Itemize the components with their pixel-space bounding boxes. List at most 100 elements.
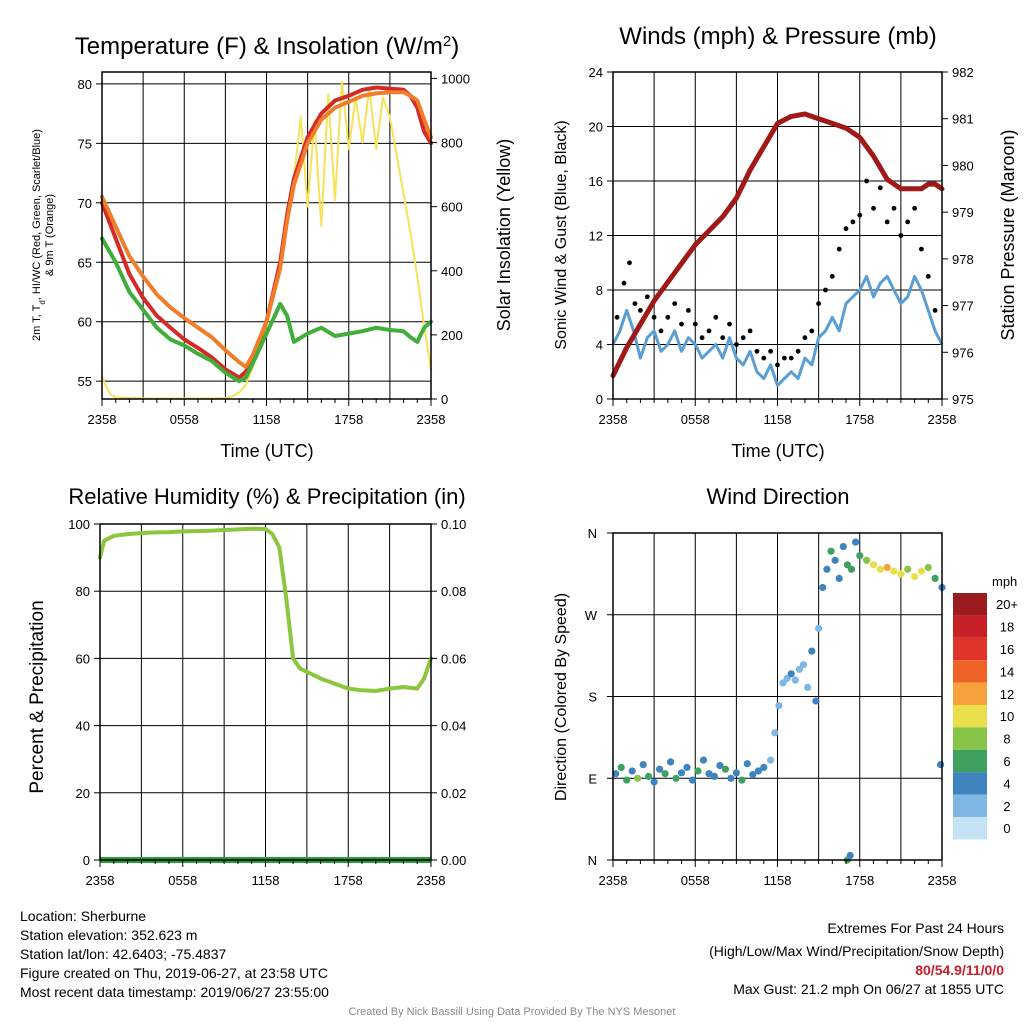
direction-point bbox=[661, 770, 669, 778]
direction-point bbox=[799, 661, 808, 669]
gust-point bbox=[898, 233, 904, 238]
y2-tick-label: 980 bbox=[952, 158, 974, 173]
gust-point bbox=[932, 308, 938, 313]
gust-point bbox=[843, 226, 849, 232]
y-tick-label: W bbox=[585, 608, 598, 623]
direction-point bbox=[743, 760, 751, 768]
direction-point bbox=[904, 565, 912, 573]
direction-point bbox=[839, 543, 847, 551]
x-tick-label: 1758 bbox=[334, 412, 363, 427]
colorbar-label: 0 bbox=[1003, 821, 1010, 836]
recent-text: Most recent data timestamp: 2019/06/27 2… bbox=[20, 984, 329, 1000]
gust-point bbox=[788, 355, 794, 361]
extremes-subtitle: (High/Low/Max Wind/Precipitation/Snow De… bbox=[709, 943, 1004, 959]
temperature-panel: Temperature (F) & Insolation (W/m2) 2358… bbox=[31, 33, 514, 462]
gust-point bbox=[761, 355, 767, 361]
svg-text:2m T, Td, HI/WC (Red, Green, S: 2m T, Td, HI/WC (Red, Green, Scarlet/Blu… bbox=[31, 129, 47, 341]
gust-point bbox=[638, 308, 643, 313]
x-tick-label: 2358 bbox=[417, 412, 446, 427]
humidity-tick-labels: 2358 0558 1158 1758 2358 0 20 40 60 80 100 0.00 0.02… bbox=[68, 517, 466, 888]
direction-point bbox=[677, 769, 686, 777]
humidity-title: Relative Humidity (%) & Precipitation (i… bbox=[68, 484, 465, 509]
direction-point bbox=[771, 729, 779, 737]
y-tick-label: 70 bbox=[78, 196, 92, 211]
direction-point bbox=[911, 573, 919, 581]
y-tick-label: 16 bbox=[589, 174, 603, 189]
series-line-sonic-wind bbox=[611, 274, 944, 387]
winds-tick-labels: 2358 0558 1158 1758 2358 0 4 8 12 16 20 24 975 976 977… bbox=[589, 65, 974, 427]
gust-point bbox=[747, 328, 753, 334]
direction-point bbox=[667, 758, 675, 766]
winds-panel: Winds (mph) & Pressure (mb) 2358 0558 1158… bbox=[553, 23, 1018, 461]
humidity-panel: Relative Humidity (%) & Precipitation (i… bbox=[27, 484, 466, 888]
y-tick-label: 65 bbox=[78, 255, 92, 270]
y-tick-label: 80 bbox=[78, 77, 92, 92]
direction-point bbox=[727, 774, 735, 782]
temperature-title: Temperature (F) & Insolation (W/m2) bbox=[75, 33, 459, 61]
y-tick-label: S bbox=[588, 690, 597, 705]
y-tick-label: 100 bbox=[68, 517, 90, 532]
gust-point bbox=[614, 314, 620, 320]
direction-point bbox=[760, 763, 768, 772]
direction-point bbox=[812, 697, 820, 705]
colorbar-swatch bbox=[953, 749, 987, 773]
temperature-ylabel: 2m T, Td, HI/WC (Red, Green, Scarlet/Blu… bbox=[31, 129, 56, 341]
winds-series bbox=[610, 111, 945, 387]
y-tick-label: N bbox=[588, 526, 597, 541]
colorbar-swatch bbox=[953, 705, 987, 728]
direction-point bbox=[856, 552, 864, 560]
x-tick-label: 1158 bbox=[253, 412, 281, 427]
y2-tick-label: 600 bbox=[441, 200, 463, 215]
elevation-text: Station elevation: 352.623 m bbox=[20, 927, 198, 943]
direction-point bbox=[815, 624, 823, 633]
direction-point bbox=[835, 574, 843, 583]
direction-point bbox=[823, 565, 831, 573]
humidity-ylabel: Percent & Precipitation bbox=[27, 600, 48, 793]
y-tick-label: 8 bbox=[596, 283, 603, 298]
direction-point bbox=[699, 756, 708, 764]
direction-point bbox=[721, 765, 730, 773]
colorbar-label: 14 bbox=[1000, 664, 1014, 679]
gust-point bbox=[627, 260, 632, 266]
gust-point bbox=[632, 301, 638, 306]
x-tick-label: 1158 bbox=[764, 873, 792, 888]
extremes-title: Extremes For Past 24 Hours bbox=[827, 920, 1004, 936]
direction-point bbox=[779, 679, 787, 687]
colorbar-swatch bbox=[953, 817, 987, 840]
y2-tick-label: 977 bbox=[952, 299, 974, 314]
direction-point bbox=[623, 776, 631, 784]
x-tick-label: 1158 bbox=[252, 873, 280, 888]
gust-point bbox=[699, 335, 705, 341]
x-tick-label: 1158 bbox=[764, 412, 792, 427]
direction-point bbox=[639, 761, 647, 769]
direction-point bbox=[688, 776, 697, 784]
direction-point bbox=[863, 556, 871, 564]
direction-point bbox=[645, 772, 653, 781]
direction-point bbox=[732, 769, 741, 777]
gust-point bbox=[802, 335, 808, 341]
y-tick-label: N bbox=[588, 853, 597, 868]
y-tick-label: E bbox=[588, 771, 597, 786]
gust-point bbox=[651, 314, 657, 320]
direction-point bbox=[852, 538, 860, 546]
direction-point bbox=[612, 770, 620, 778]
winds-title: Winds (mph) & Pressure (mb) bbox=[619, 23, 936, 50]
direction-point bbox=[775, 702, 783, 710]
direction-point bbox=[937, 761, 945, 769]
x-tick-label: 0558 bbox=[168, 873, 197, 888]
gust-point bbox=[775, 362, 780, 368]
wind-direction-grid bbox=[613, 533, 942, 860]
y2-tick-label: 0.00 bbox=[441, 853, 466, 868]
colorbar-swatch bbox=[953, 682, 987, 705]
gust-point bbox=[734, 342, 739, 347]
gust-point bbox=[644, 294, 650, 300]
y2-tick-label: 0 bbox=[441, 392, 448, 407]
svg-text:& 9m T (Orange): & 9m T (Orange) bbox=[44, 194, 56, 276]
y2-tick-label: 0.06 bbox=[441, 651, 466, 666]
gust-point bbox=[740, 335, 746, 341]
x-tick-label: 1758 bbox=[845, 873, 874, 888]
x-tick-label: 2358 bbox=[599, 412, 628, 427]
